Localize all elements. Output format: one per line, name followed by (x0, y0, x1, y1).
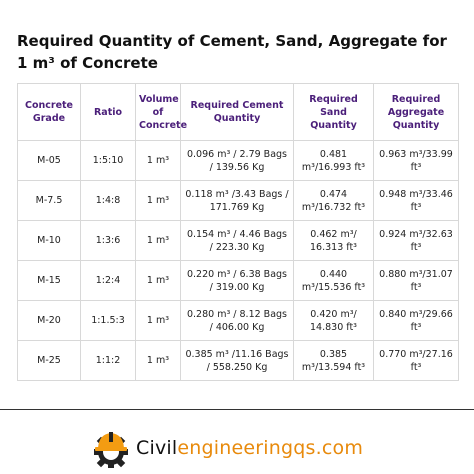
divider (0, 409, 474, 410)
table-cell: 0.280 m³ / 8.12 Bags / 406.00 Kg (180, 300, 294, 341)
table-cell: 1 m³ (135, 300, 181, 341)
table-cell: 0.948 m³/33.46 ft³ (373, 180, 459, 221)
logo-text-accent: engineeringqs.com (177, 437, 364, 459)
logo: Civilengineeringqs.com (90, 428, 363, 468)
table-cell: 0.770 m³/27.16 ft³ (373, 340, 459, 381)
logo-text: Civilengineeringqs.com (136, 437, 363, 459)
table-cell: 1 m³ (135, 340, 181, 381)
table-cell: M-7.5 (17, 180, 81, 221)
table-row: M-15 1:2:4 1 m³ 0.220 m³ / 6.38 Bags / 319.… (17, 260, 459, 301)
table-cell: 0.462 m³/ 16.313 ft³ (293, 220, 374, 261)
table-cell: 0.118 m³ /3.43 Bags / 171.769 Kg (180, 180, 294, 221)
table-cell: 0.840 m³/29.66 ft³ (373, 300, 459, 341)
table-cell: 1 m³ (135, 140, 181, 181)
header-cell: Required Aggregate Quantity (373, 83, 459, 141)
header-cell: Concrete Grade (17, 83, 81, 141)
table-cell: 0.420 m³/ 14.830 ft³ (293, 300, 374, 341)
table-cell: 0.924 m³/32.63 ft³ (373, 220, 459, 261)
table-row: M-25 1:1:2 1 m³ 0.385 m³ /11.16 Bags / 558.… (17, 340, 459, 381)
table-cell: 0.385 m³ /11.16 Bags / 558.250 Kg (180, 340, 294, 381)
table-cell: 1:5:10 (80, 140, 136, 181)
table-cell: 0.440 m³/15.536 ft³ (293, 260, 374, 301)
table-body: M-05 1:5:10 1 m³ 0.096 m³ / 2.79 Bags / 139… (17, 140, 459, 381)
table-row: M-10 1:3:6 1 m³ 0.154 m³ / 4.46 Bags / 223.… (17, 220, 459, 261)
table-cell: 1:4:8 (80, 180, 136, 221)
table-cell: 1:1:2 (80, 340, 136, 381)
table-cell: 1:3:6 (80, 220, 136, 261)
table-cell: 0.880 m³/31.07 ft³ (373, 260, 459, 301)
header-cell: Volume of Concrete (135, 83, 187, 141)
header-cell: Required Sand Quantity (293, 83, 374, 141)
logo-icon (94, 432, 128, 468)
table-cell: 0.481 m³/16.993 ft³ (293, 140, 374, 181)
logo-text-dark: Civil (136, 437, 178, 459)
table-cell: M-10 (17, 220, 81, 261)
table-cell: 1:2:4 (80, 260, 136, 301)
table-cell: M-20 (17, 300, 81, 341)
table-cell: 0.385 m³/13.594 ft³ (293, 340, 374, 381)
table-cell: 0.220 m³ / 6.38 Bags / 319.00 Kg (180, 260, 294, 301)
header-row: Concrete Grade Ratio Volume of Concrete Req… (17, 83, 459, 141)
header-cell: Required Cement Quantity (180, 83, 294, 141)
table-row: M-20 1:1.5:3 1 m³ 0.280 m³ / 8.12 Bags / 40… (17, 300, 459, 341)
table-cell: 0.963 m³/33.99 ft³ (373, 140, 459, 181)
table-cell: 0.474 m³/16.732 ft³ (293, 180, 374, 221)
table-cell: M-05 (17, 140, 81, 181)
table-cell: M-15 (17, 260, 81, 301)
table-cell: 1:1.5:3 (80, 300, 136, 341)
table-row: M-7.5 1:4:8 1 m³ 0.118 m³ /3.43 Bags / 171.… (17, 180, 459, 221)
table-cell: M-25 (17, 340, 81, 381)
header-cell: Ratio (80, 83, 136, 141)
table-row: M-05 1:5:10 1 m³ 0.096 m³ / 2.79 Bags / 139… (17, 140, 459, 181)
table-cell: 1 m³ (135, 260, 181, 301)
table-cell: 1 m³ (135, 180, 181, 221)
title: Required Quantity of Cement, Sand, Aggre… (17, 32, 447, 72)
table-cell: 1 m³ (135, 220, 181, 261)
table-cell: 0.096 m³ / 2.79 Bags / 139.56 Kg (180, 140, 294, 181)
table: Concrete Grade Ratio Volume of Concrete Req… (17, 83, 459, 381)
table-cell: 0.154 m³ / 4.46 Bags / 223.30 Kg (180, 220, 294, 261)
